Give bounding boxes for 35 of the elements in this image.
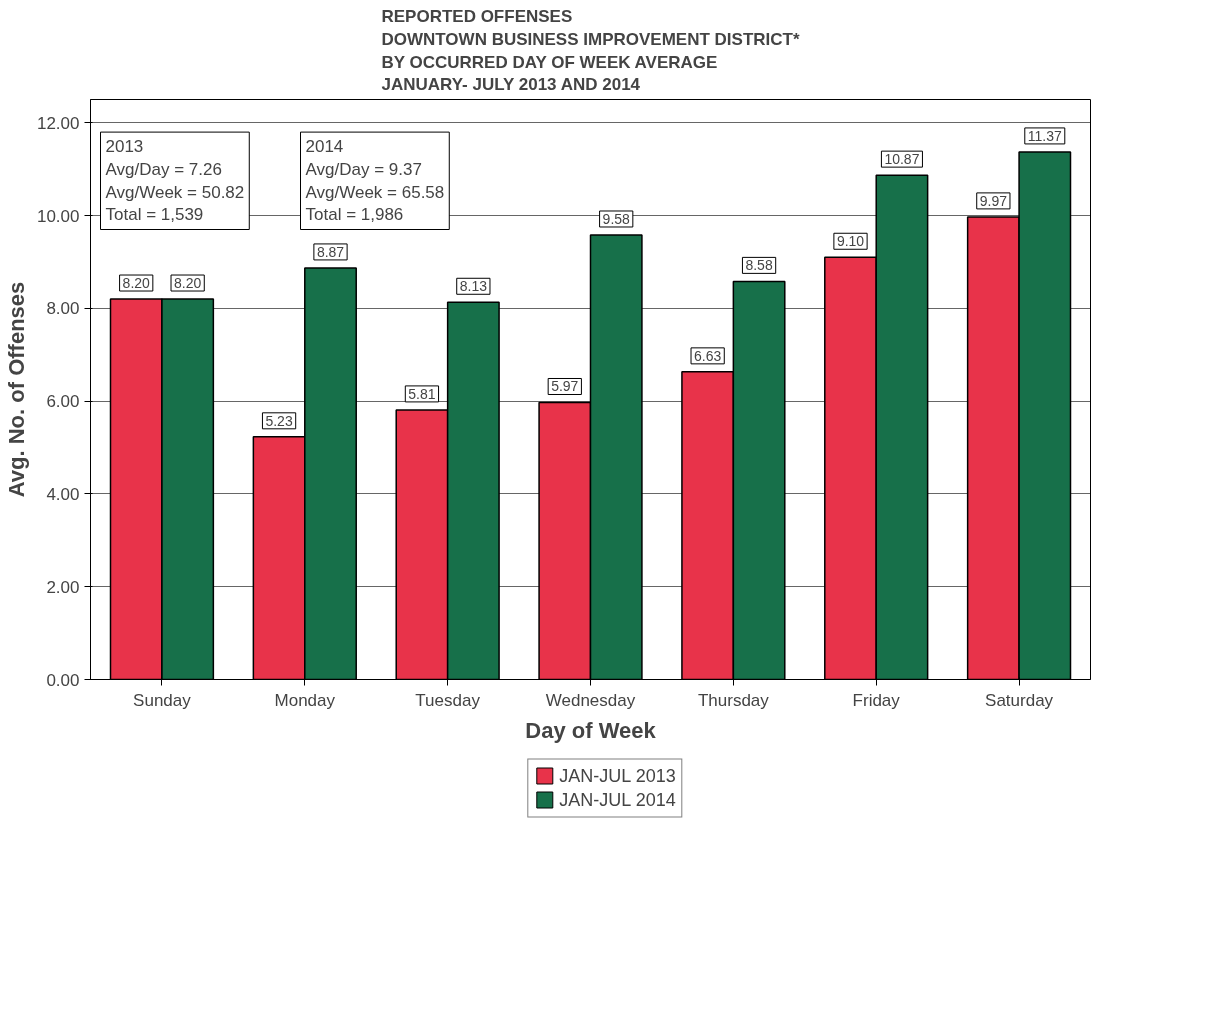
legend-label: JAN-JUL 2013: [559, 765, 676, 786]
data-label: 8.13: [459, 278, 488, 295]
x-tick-label: Thursday: [697, 690, 770, 710]
y-tick-label: 8.00: [46, 299, 80, 319]
x-axis-title: Day of Week: [525, 717, 657, 743]
y-tick-label: 12.00: [36, 113, 80, 133]
data-label: 8.20: [122, 275, 151, 292]
x-tick-label: Tuesday: [415, 690, 481, 710]
data-label: 5.23: [265, 412, 293, 429]
data-label: 8.87: [316, 243, 345, 260]
annotation: 2013 Avg/Day = 7.26 Avg/Week = 50.82 Total = 1,539: [105, 137, 245, 225]
data-label: 9.58: [602, 210, 631, 227]
data-label: 6.63: [694, 347, 722, 364]
data-label: 11.37: [1027, 127, 1062, 144]
x-tick-label: Sunday: [133, 690, 192, 710]
y-tick-label: 2.00: [46, 577, 80, 597]
data-label: 5.81: [408, 385, 436, 402]
y-tick-label: 6.00: [46, 392, 80, 412]
annotation: 2014 Avg/Day = 9.37 Avg/Week = 65.58 Total = 1,986: [305, 137, 445, 225]
data-label: 8.20: [174, 275, 202, 292]
x-tick-label: Friday: [852, 690, 901, 710]
y-tick-label: 4.00: [46, 484, 80, 504]
data-label: 9.97: [979, 192, 1008, 209]
x-tick-label: Monday: [274, 690, 336, 710]
x-tick-label: Saturday: [985, 690, 1054, 710]
data-label: 5.97: [551, 378, 579, 395]
x-tick-label: Wednesday: [545, 690, 636, 710]
y-tick-label: 10.00: [36, 206, 80, 226]
data-label: 8.58: [745, 257, 773, 274]
data-label: 9.10: [836, 233, 865, 250]
legend-label: JAN-JUL 2014: [559, 789, 676, 810]
y-tick-label: 0.00: [46, 670, 80, 690]
data-label: 10.87: [884, 151, 920, 168]
y-axis-title: Avg. No. of Offenses: [3, 281, 29, 498]
chart-title: REPORTED OFFENSES DOWNTOWN BUSINESS IMPROVEMENT DISTRICT* BY OCCURRED DAY OF WEEK AVERAGE JANUARY- JULY 2013 AND 2014: [381, 7, 800, 95]
